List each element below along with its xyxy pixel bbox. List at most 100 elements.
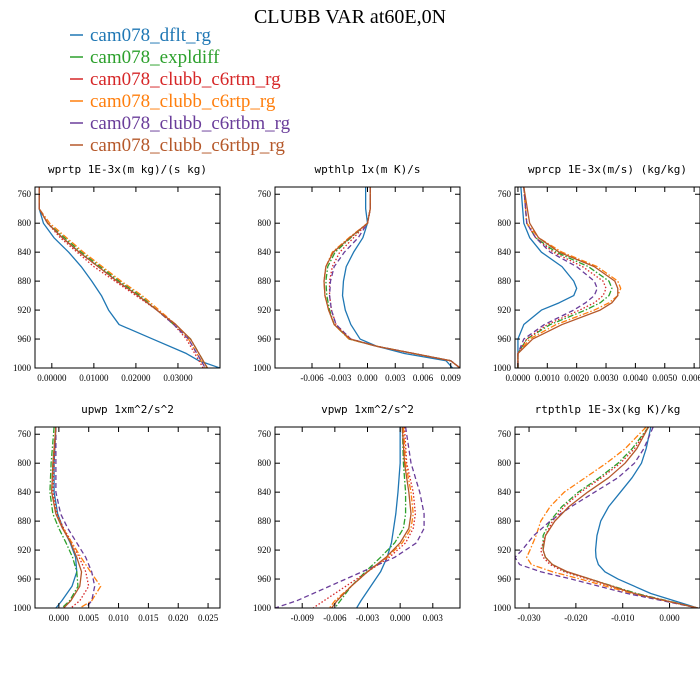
series-line-cam078_clubb_c6rtp_rg xyxy=(38,187,206,368)
legend-label: cam078_dflt_rg xyxy=(90,25,212,46)
y-tick-label: 800 xyxy=(498,458,512,468)
x-tick-label: 0.025 xyxy=(198,613,219,623)
y-tick-label: 960 xyxy=(18,574,32,584)
legend-item: cam078_clubb_c6rtbp_rg xyxy=(70,135,285,156)
x-tick-label: 0.003 xyxy=(423,613,444,623)
series-line-cam078_clubb_c6rtm_rg xyxy=(312,427,417,608)
legend-item: cam078_clubb_c6rtm_rg xyxy=(70,69,281,90)
x-tick-label: 0.005 xyxy=(79,613,100,623)
series-line-cam078_clubb_c6rtbp_rg xyxy=(38,187,208,368)
series-line-cam078_dflt_rg xyxy=(594,427,698,608)
y-tick-label: 840 xyxy=(258,247,272,257)
series-line-cam078_dflt_rg xyxy=(38,187,220,368)
y-tick-label: 960 xyxy=(18,334,32,344)
plot-frame xyxy=(514,426,700,609)
panel-title: upwp 1xm^2/s^2 xyxy=(81,403,174,416)
series-line-cam078_clubb_c6rtp_rg xyxy=(526,427,698,608)
panel-6: rtpthlp 1E-3x(kg K)/kg 760 800 840 880 920 960… xyxy=(493,403,700,623)
series-lines xyxy=(517,187,622,368)
y-tick-label: 800 xyxy=(258,458,272,468)
x-tick-label: 0.03000 xyxy=(163,373,193,383)
x-tick-label: 0.0020 xyxy=(564,373,589,383)
y-tick-label: 840 xyxy=(18,247,32,257)
y-tick-label: 760 xyxy=(18,429,32,439)
series-line-cam078_expldiff xyxy=(38,187,208,368)
panel-title: wprtp 1E-3x(m kg)/(s kg) xyxy=(48,163,207,176)
y-tick-label: 1000 xyxy=(253,363,272,373)
series-line-cam078_expldiff xyxy=(542,427,698,608)
panel-title: vpwp 1xm^2/s^2 xyxy=(321,403,414,416)
series-line-cam078_clubb_c6rtp_rg xyxy=(51,427,102,608)
y-tick-label: 920 xyxy=(18,545,32,555)
panel-title: wpthlp 1x(m K)/s xyxy=(315,163,421,176)
y-tick-label: 920 xyxy=(498,305,512,315)
series-line-cam078_clubb_c6rtm_rg xyxy=(540,427,698,608)
legend-label: cam078_clubb_c6rtbm_rg xyxy=(90,113,291,134)
series-lines xyxy=(323,187,460,368)
x-tick-label: -0.009 xyxy=(291,613,315,623)
x-tick-label: 0.00000 xyxy=(37,373,67,383)
y-tick-label: 840 xyxy=(498,247,512,257)
series-line-cam078_clubb_c6rtm_rg xyxy=(328,187,460,368)
legend-item: cam078_clubb_c6rtbm_rg xyxy=(70,113,291,134)
legend-item: cam078_clubb_c6rtp_rg xyxy=(70,91,276,112)
legend-label: cam078_clubb_c6rtp_rg xyxy=(90,91,276,112)
y-tick-label: 960 xyxy=(498,574,512,584)
y-tick-label: 920 xyxy=(498,545,512,555)
y-tick-label: 760 xyxy=(498,429,512,439)
plot-frame xyxy=(274,426,461,609)
x-tick-label: 0.009 xyxy=(441,373,462,383)
x-tick-label: 0.0040 xyxy=(623,373,648,383)
series-lines xyxy=(38,187,220,368)
y-tick-label: 960 xyxy=(258,574,272,584)
series-line-cam078_clubb_c6rtbp_rg xyxy=(323,187,460,368)
panel-4: upwp 1xm^2/s^2 760 800 840 880 920 960 1000 0.00… xyxy=(13,403,221,623)
legend-label: cam078_clubb_c6rtm_rg xyxy=(90,69,281,90)
y-tick-label: 920 xyxy=(18,305,32,315)
panel-1: wprtp 1E-3x(m kg)/(s kg) 760 800 840 880 920 9… xyxy=(13,163,221,383)
y-tick-label: 800 xyxy=(18,458,32,468)
y-tick-label: 760 xyxy=(18,189,32,199)
y-tick-label: 800 xyxy=(498,218,512,228)
x-tick-label: -0.006 xyxy=(323,613,347,623)
y-tick-label: 920 xyxy=(258,545,272,555)
series-line-cam078_dflt_rg xyxy=(341,187,454,368)
x-tick-label: 0.000 xyxy=(357,373,378,383)
panel-3: wprcp 1E-3x(m/s) (kg/kg) 760 800 840 880 920 9… xyxy=(493,163,700,383)
x-tick-label: 0.000 xyxy=(49,613,70,623)
x-tick-label: 0.003 xyxy=(385,373,406,383)
panel-title: rtpthlp 1E-3x(kg K)/kg xyxy=(535,403,681,416)
series-line-cam078_clubb_c6rtbp_rg xyxy=(331,427,412,608)
y-tick-label: 1000 xyxy=(253,603,272,613)
y-tick-label: 920 xyxy=(258,305,272,315)
panel-2: wpthlp 1x(m K)/s 760 800 840 880 920 960 1000 -0… xyxy=(253,163,461,383)
panel-5: vpwp 1xm^2/s^2 760 800 840 880 920 960 1000 -0.0… xyxy=(253,403,461,623)
series-line-cam078_clubb_c6rtbp_rg xyxy=(51,427,83,608)
plot-frame xyxy=(34,186,221,369)
series-line-cam078_expldiff xyxy=(517,187,613,368)
y-tick-label: 1000 xyxy=(493,603,512,613)
series-line-cam078_clubb_c6rtm_rg xyxy=(52,427,90,608)
series-lines xyxy=(49,427,102,608)
x-tick-label: 0.0050 xyxy=(652,373,677,383)
panels: wprtp 1E-3x(m kg)/(s kg) 760 800 840 880 920 9… xyxy=(13,163,700,623)
legend-item: cam078_expldiff xyxy=(70,47,220,68)
y-tick-label: 960 xyxy=(258,334,272,344)
y-tick-label: 1000 xyxy=(13,603,32,613)
legend: cam078_dflt_rgcam078_expldiffcam078_club… xyxy=(70,25,291,156)
y-tick-label: 880 xyxy=(258,516,272,526)
x-tick-label: 0.0030 xyxy=(594,373,619,383)
y-tick-label: 800 xyxy=(258,218,272,228)
x-tick-label: -0.003 xyxy=(328,373,352,383)
x-tick-label: 0.010 xyxy=(108,613,129,623)
y-tick-label: 880 xyxy=(258,276,272,286)
y-tick-label: 960 xyxy=(498,334,512,344)
legend-item: cam078_dflt_rg xyxy=(70,25,212,46)
y-tick-label: 840 xyxy=(18,487,32,497)
x-tick-label: -0.020 xyxy=(564,613,588,623)
x-tick-label: -0.010 xyxy=(611,613,635,623)
y-tick-label: 840 xyxy=(498,487,512,497)
series-line-cam078_expldiff xyxy=(49,427,79,608)
